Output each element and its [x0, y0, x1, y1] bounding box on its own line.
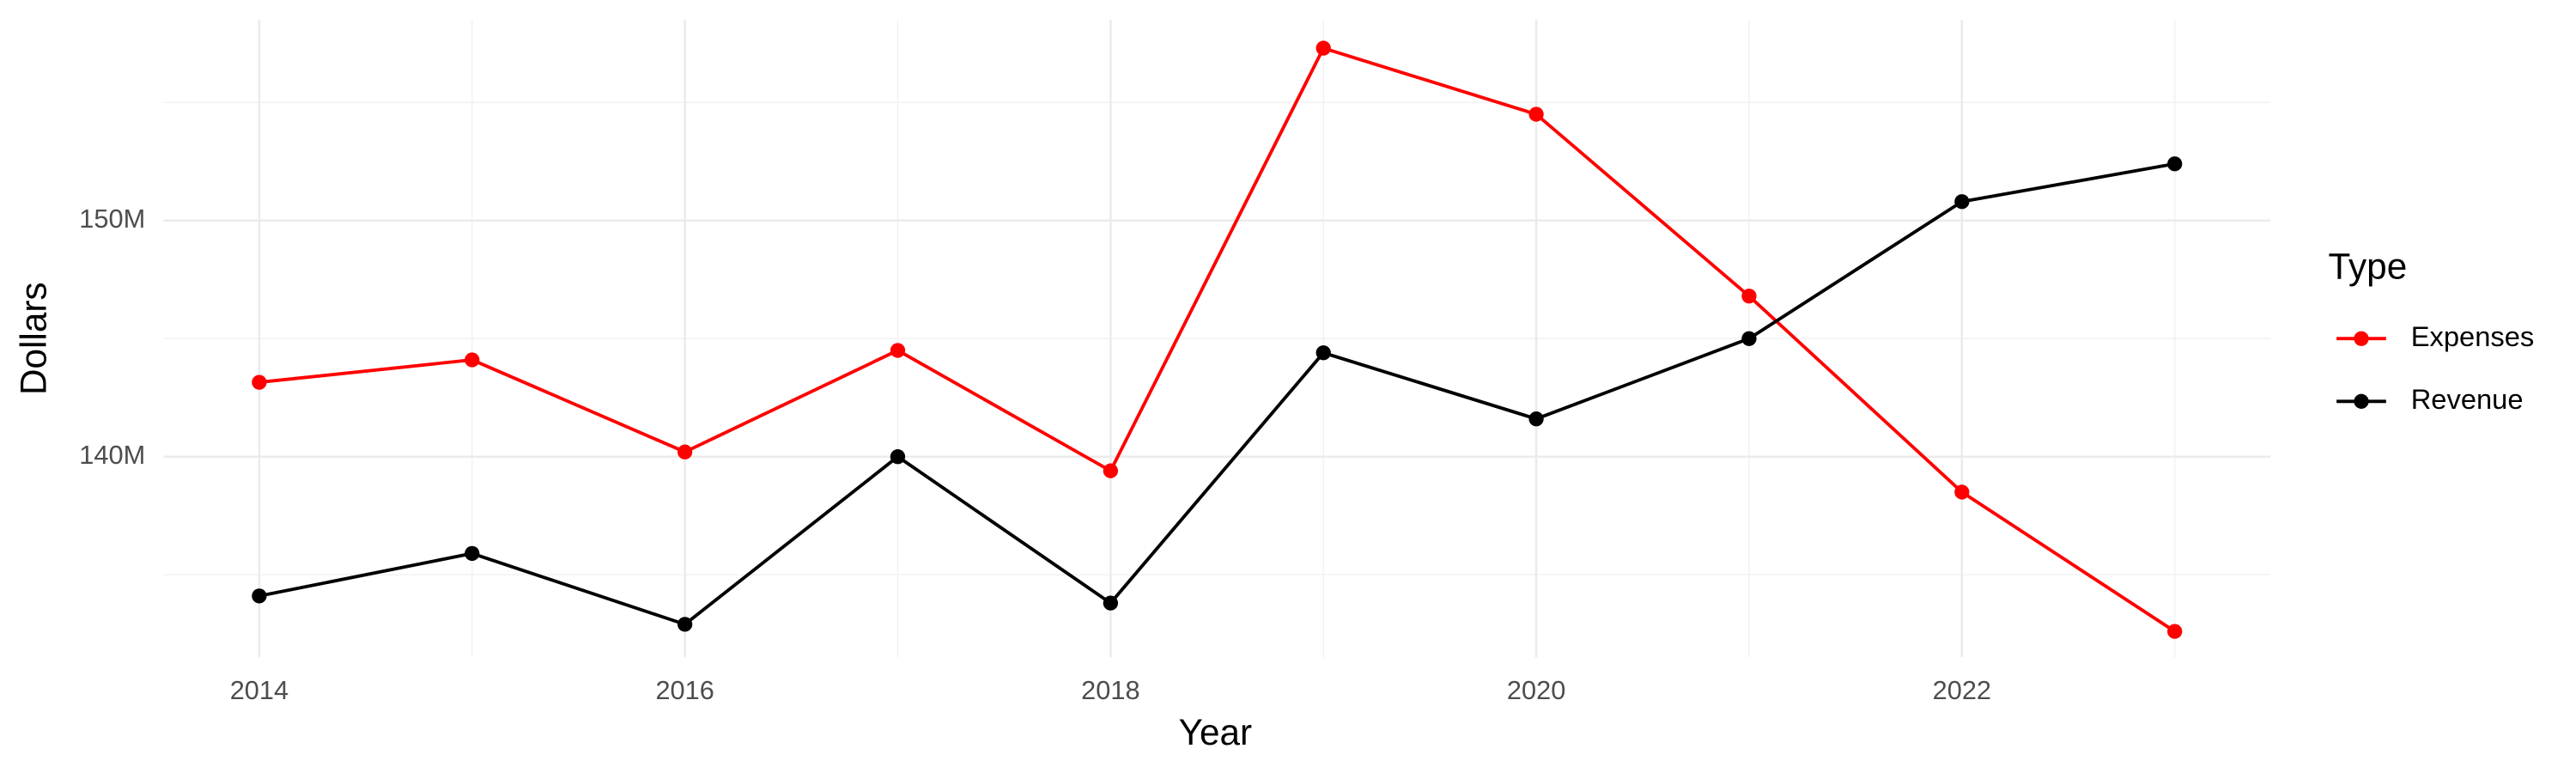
legend-label: Revenue: [2411, 383, 2524, 415]
y-tick-label: 150M: [79, 204, 145, 234]
data-point: [1315, 345, 1331, 361]
data-point: [1741, 289, 1757, 304]
data-point: [465, 545, 480, 562]
data-point: [1103, 595, 1119, 611]
data-point: [890, 343, 906, 358]
data-point: [1528, 411, 1544, 427]
legend-marker: [2354, 331, 2369, 346]
data-point: [2167, 624, 2183, 639]
x-tick-label: 2014: [230, 675, 289, 705]
data-point: [1954, 194, 1970, 210]
data-point: [252, 374, 267, 390]
data-point: [465, 352, 480, 368]
series-line: [258, 161, 2176, 627]
legend-marker: [2354, 393, 2369, 409]
x-axis-title: Year: [1179, 712, 1252, 752]
x-tick-label: 2016: [655, 675, 714, 705]
data-point: [677, 444, 693, 460]
data-point: [1315, 40, 1331, 56]
data-point: [1741, 331, 1757, 346]
y-axis-title: Dollars: [13, 282, 53, 395]
data-point: [890, 449, 906, 465]
legend-label: Expenses: [2411, 320, 2535, 352]
x-tick-label: 2018: [1081, 675, 1139, 705]
data-point: [252, 588, 267, 604]
data-point: [2167, 156, 2183, 172]
x-tick-label: 2020: [1507, 675, 1565, 705]
data-point: [677, 617, 693, 632]
y-tick-label: 140M: [79, 440, 145, 470]
data-point: [1954, 484, 1970, 500]
legend-title: Type: [2329, 247, 2408, 287]
data-point: [1528, 107, 1544, 122]
data-point: [1103, 463, 1119, 478]
series-line: [258, 46, 2176, 633]
x-tick-label: 2022: [1933, 675, 1991, 705]
